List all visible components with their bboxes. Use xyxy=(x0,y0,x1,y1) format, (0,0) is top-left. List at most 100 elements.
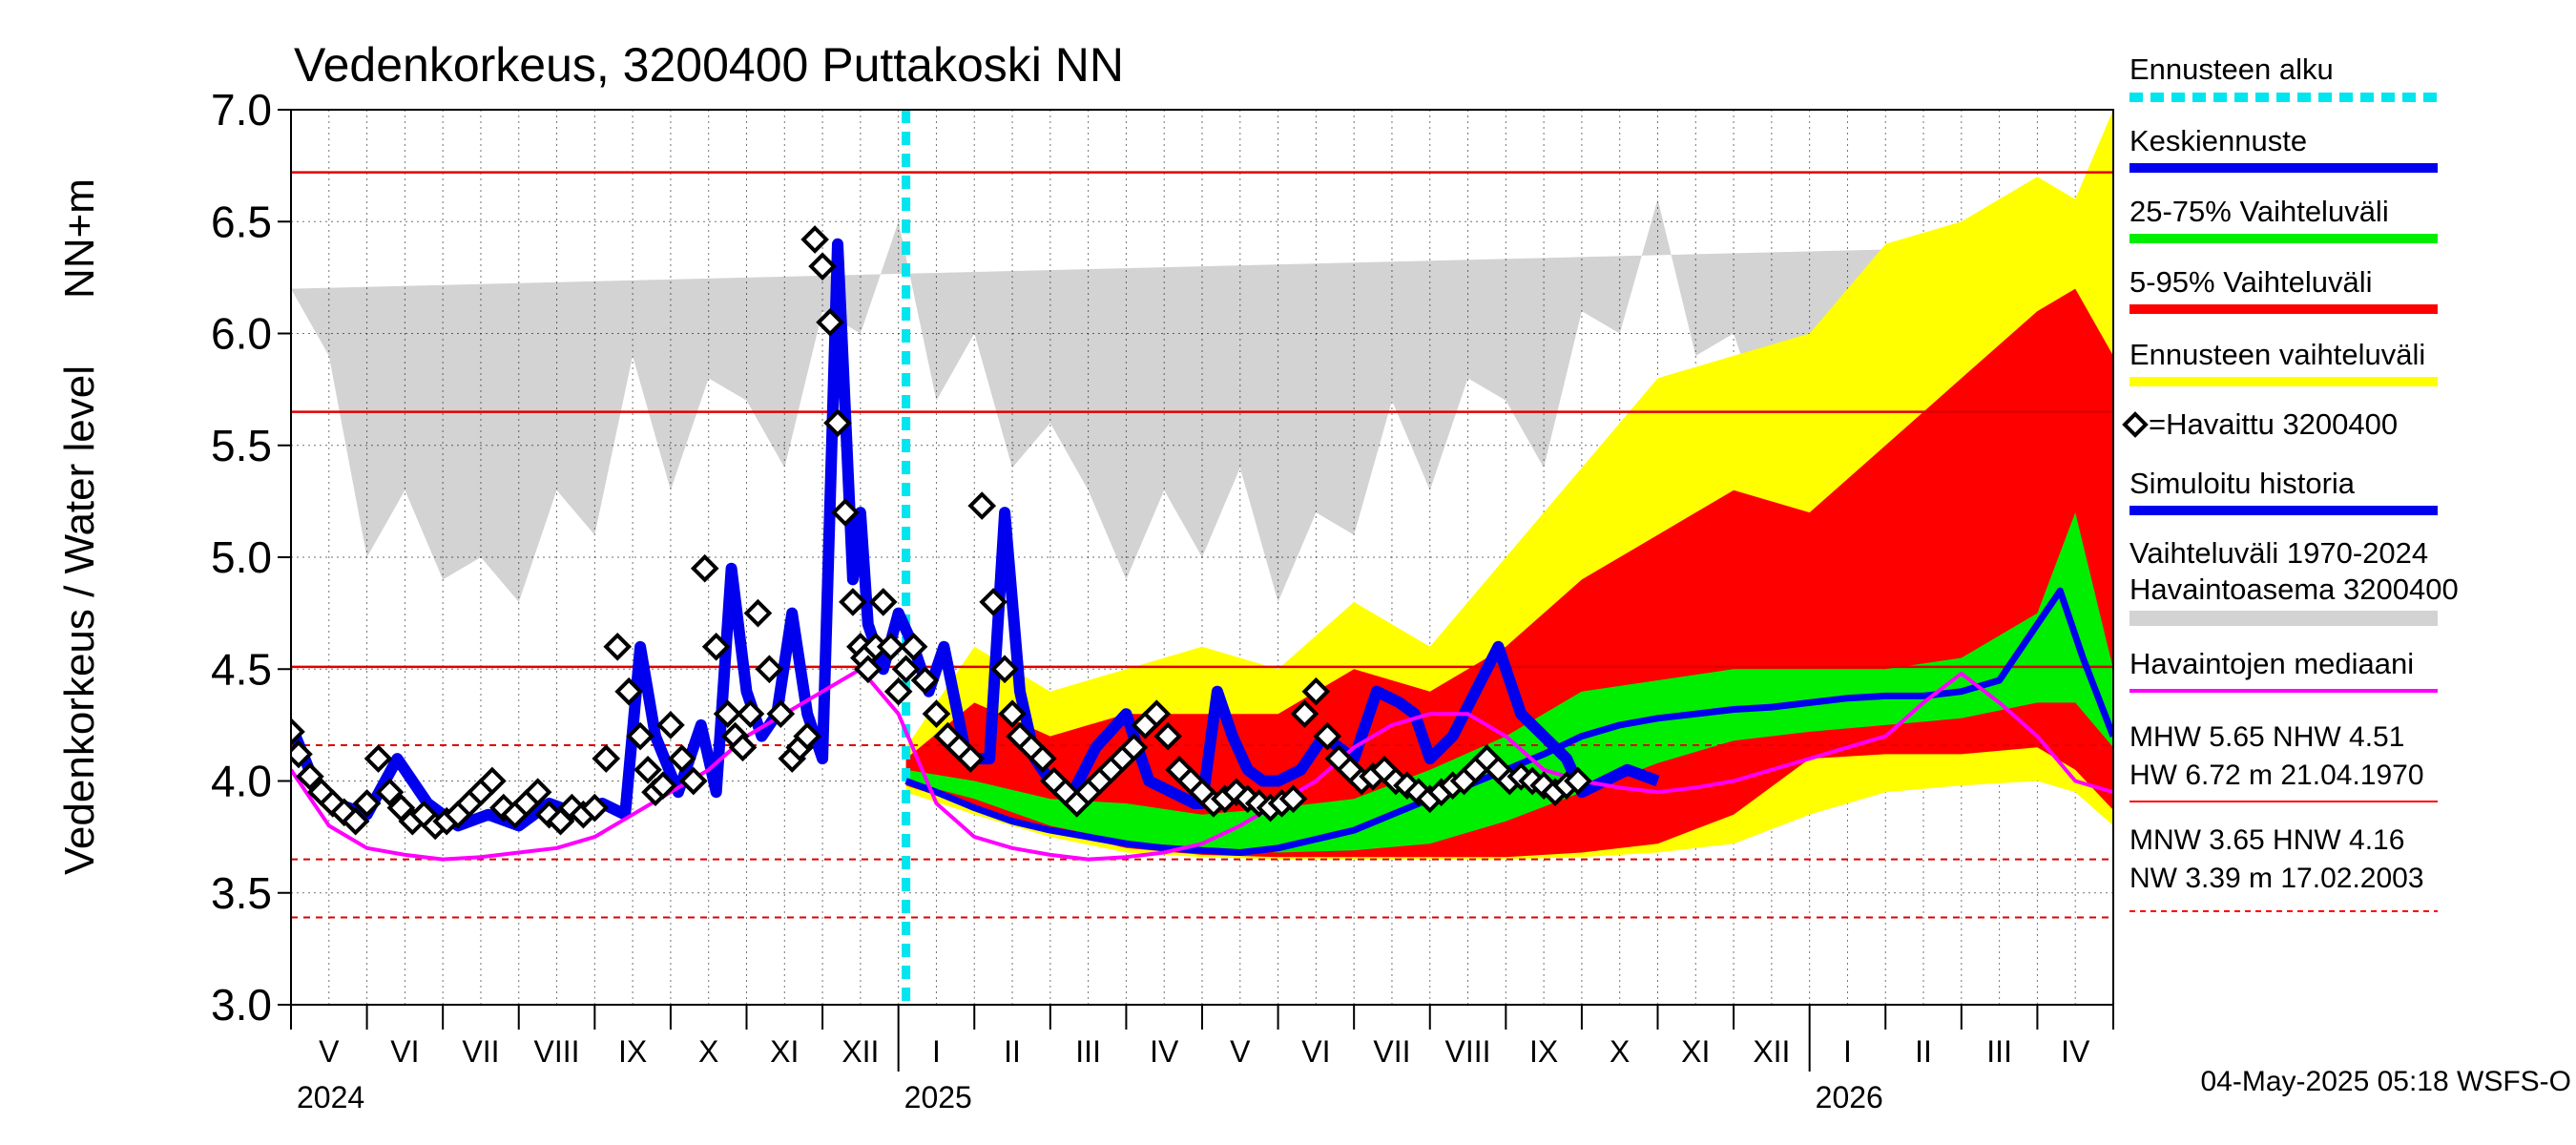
observed-marker xyxy=(656,711,685,739)
observed-marker xyxy=(1564,766,1592,796)
observed-marker xyxy=(341,806,370,836)
y-tick-label: 3.0 xyxy=(211,980,272,1030)
observed-marker xyxy=(713,699,742,728)
y-tick-label: 4.0 xyxy=(211,757,272,806)
x-month-label: XI xyxy=(1681,1034,1710,1069)
y-tick-label: 4.5 xyxy=(211,644,272,694)
y-axis-unit: NN+m xyxy=(56,178,103,299)
observed-marker xyxy=(800,225,829,254)
observed-marker xyxy=(296,761,324,791)
observed-marker xyxy=(678,766,708,796)
x-month-label: XII xyxy=(841,1034,879,1069)
observed-marker xyxy=(603,632,633,661)
observed-marker xyxy=(523,778,552,807)
observed-marker xyxy=(998,699,1027,728)
observed-marker xyxy=(1153,721,1183,751)
y-tick-label: 5.0 xyxy=(211,532,272,582)
timestamp: 04-May-2025 05:18 WSFS-O xyxy=(2201,1066,2572,1097)
observed-marker xyxy=(1278,784,1308,814)
chart-title: Vedenkorkeus, 3200400 Puttakoski NN xyxy=(294,38,1124,92)
y-axis-unit-group: NN+m xyxy=(56,178,103,299)
y-tick-label: 6.5 xyxy=(211,197,272,246)
stats-line-3: MNW 3.65 HNW 4.16 xyxy=(2129,824,2404,856)
observed-marker xyxy=(891,655,921,684)
legend-label: Ennusteen vaihteluväli xyxy=(2129,338,2425,371)
observed-marker xyxy=(478,766,507,796)
x-month-label: V xyxy=(319,1034,340,1069)
observed-marker xyxy=(755,655,784,684)
x-month-label: X xyxy=(1610,1034,1630,1069)
x-month-label: X xyxy=(698,1034,718,1069)
observed-marker xyxy=(592,744,621,773)
observed-marker xyxy=(352,789,382,818)
observed-marker xyxy=(766,699,796,728)
legend-marker xyxy=(2122,411,2149,438)
stats-line-1: MHW 5.65 NHW 4.51 xyxy=(2129,721,2404,753)
observed-marker xyxy=(614,677,643,706)
series-line-0 xyxy=(904,587,2113,856)
observed-marker xyxy=(839,588,867,616)
observed-marker xyxy=(956,744,986,773)
observed-marker xyxy=(634,755,662,784)
observed-marker xyxy=(922,699,951,728)
x-month-label: XII xyxy=(1753,1034,1790,1069)
x-month-label: IX xyxy=(618,1034,647,1069)
observed-marker xyxy=(831,498,860,527)
observed-marker xyxy=(626,721,654,751)
observed-marker xyxy=(868,588,898,616)
legend-label: Havaintojen mediaani xyxy=(2129,647,2414,680)
x-month-label: IV xyxy=(2061,1034,2090,1069)
x-month-label: III xyxy=(1075,1034,1101,1069)
axis-tick-layer: 7.06.56.05.55.04.54.03.53.0V VI VII VIII IX X… xyxy=(211,85,2114,1114)
observed-marker xyxy=(364,744,393,773)
x-month-label: VIII xyxy=(1445,1034,1491,1069)
x-month-label: II xyxy=(1915,1034,1932,1069)
stats-line-2: HW 6.72 m 21.04.1970 xyxy=(2129,760,2424,791)
y-axis-label-group: Vedenkorkeus / Water level xyxy=(56,365,103,875)
observed-marker xyxy=(1313,721,1342,751)
observed-marker xyxy=(690,553,719,583)
observed-marker xyxy=(649,771,677,801)
observed-marker xyxy=(1119,733,1149,762)
x-month-label: III xyxy=(1986,1034,2012,1069)
x-month-label: VII xyxy=(1373,1034,1410,1069)
observed-marker xyxy=(1290,699,1319,728)
y-tick-label: 6.0 xyxy=(211,309,272,359)
observed-marker xyxy=(899,632,928,661)
legend-label: Keskiennuste xyxy=(2129,124,2307,157)
observed-marker xyxy=(910,666,940,695)
legend: Ennusteen alku Keskiennuste 25-75% Vaihtel… xyxy=(2122,52,2459,693)
y-tick-label: 7.0 xyxy=(211,85,272,135)
observed-marker xyxy=(1142,699,1172,728)
observed-marker xyxy=(580,793,610,822)
x-month-label: II xyxy=(1004,1034,1021,1069)
x-year-label: 2025 xyxy=(904,1080,972,1114)
legend-label: 5-95% Vaihteluväli xyxy=(2129,265,2372,299)
observed-marker xyxy=(979,588,1008,616)
reference-line-layer xyxy=(291,110,2113,1005)
observed-marker xyxy=(793,721,821,751)
observed-marker xyxy=(883,677,913,706)
x-month-label: IV xyxy=(1150,1034,1179,1069)
observed-marker-layer xyxy=(291,225,1592,841)
x-month-label: V xyxy=(1230,1034,1251,1069)
observed-marker xyxy=(291,718,305,746)
x-month-label: VI xyxy=(1301,1034,1330,1069)
observed-marker xyxy=(736,699,765,728)
x-month-label: IX xyxy=(1529,1034,1558,1069)
observed-marker xyxy=(701,632,731,661)
legend-label: =Havaittu 3200400 xyxy=(2149,407,2398,441)
x-year-label: 2024 xyxy=(297,1080,364,1114)
observed-marker xyxy=(1529,771,1558,801)
y-tick-label: 3.5 xyxy=(211,868,272,918)
x-month-label: VI xyxy=(390,1034,419,1069)
observed-marker xyxy=(728,733,758,762)
observed-marker xyxy=(854,655,883,684)
observed-marker xyxy=(876,632,905,661)
observed-marker xyxy=(823,408,852,438)
y-tick-label: 5.5 xyxy=(211,421,272,470)
observed-marker xyxy=(816,307,844,337)
x-month-label: VII xyxy=(462,1034,499,1069)
legend-label: 25-75% Vaihteluväli xyxy=(2129,195,2389,228)
